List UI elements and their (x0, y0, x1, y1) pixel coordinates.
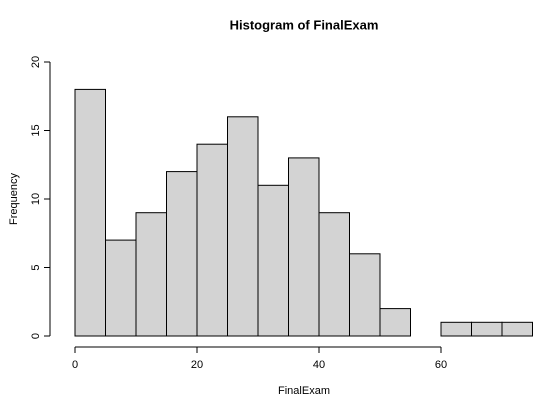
x-tick-label: 0 (72, 359, 78, 371)
y-tick-label: 0 (30, 333, 42, 339)
x-tick-label: 20 (191, 359, 203, 371)
bar (227, 116, 259, 337)
bar (135, 212, 167, 337)
bar (166, 171, 198, 337)
bar (379, 308, 411, 337)
bar (440, 321, 472, 337)
chart-title: Histogram of FinalExam (230, 17, 379, 32)
y-tick-label: 15 (30, 124, 42, 136)
x-tick-label: 60 (435, 359, 447, 371)
bar (288, 157, 320, 337)
bar (196, 143, 228, 337)
y-tick-label: 20 (30, 56, 42, 68)
bar (105, 239, 137, 337)
bar (74, 88, 106, 337)
x-tick-label: 40 (313, 359, 325, 371)
bar (318, 212, 350, 337)
bar (257, 184, 289, 337)
bar (349, 253, 381, 337)
bar (471, 321, 503, 337)
y-axis-label: Frequency (8, 173, 20, 225)
y-tick-label: 10 (30, 193, 42, 205)
bar (501, 321, 533, 337)
x-axis-label: FinalExam (278, 385, 330, 397)
y-tick-label: 5 (30, 264, 42, 270)
